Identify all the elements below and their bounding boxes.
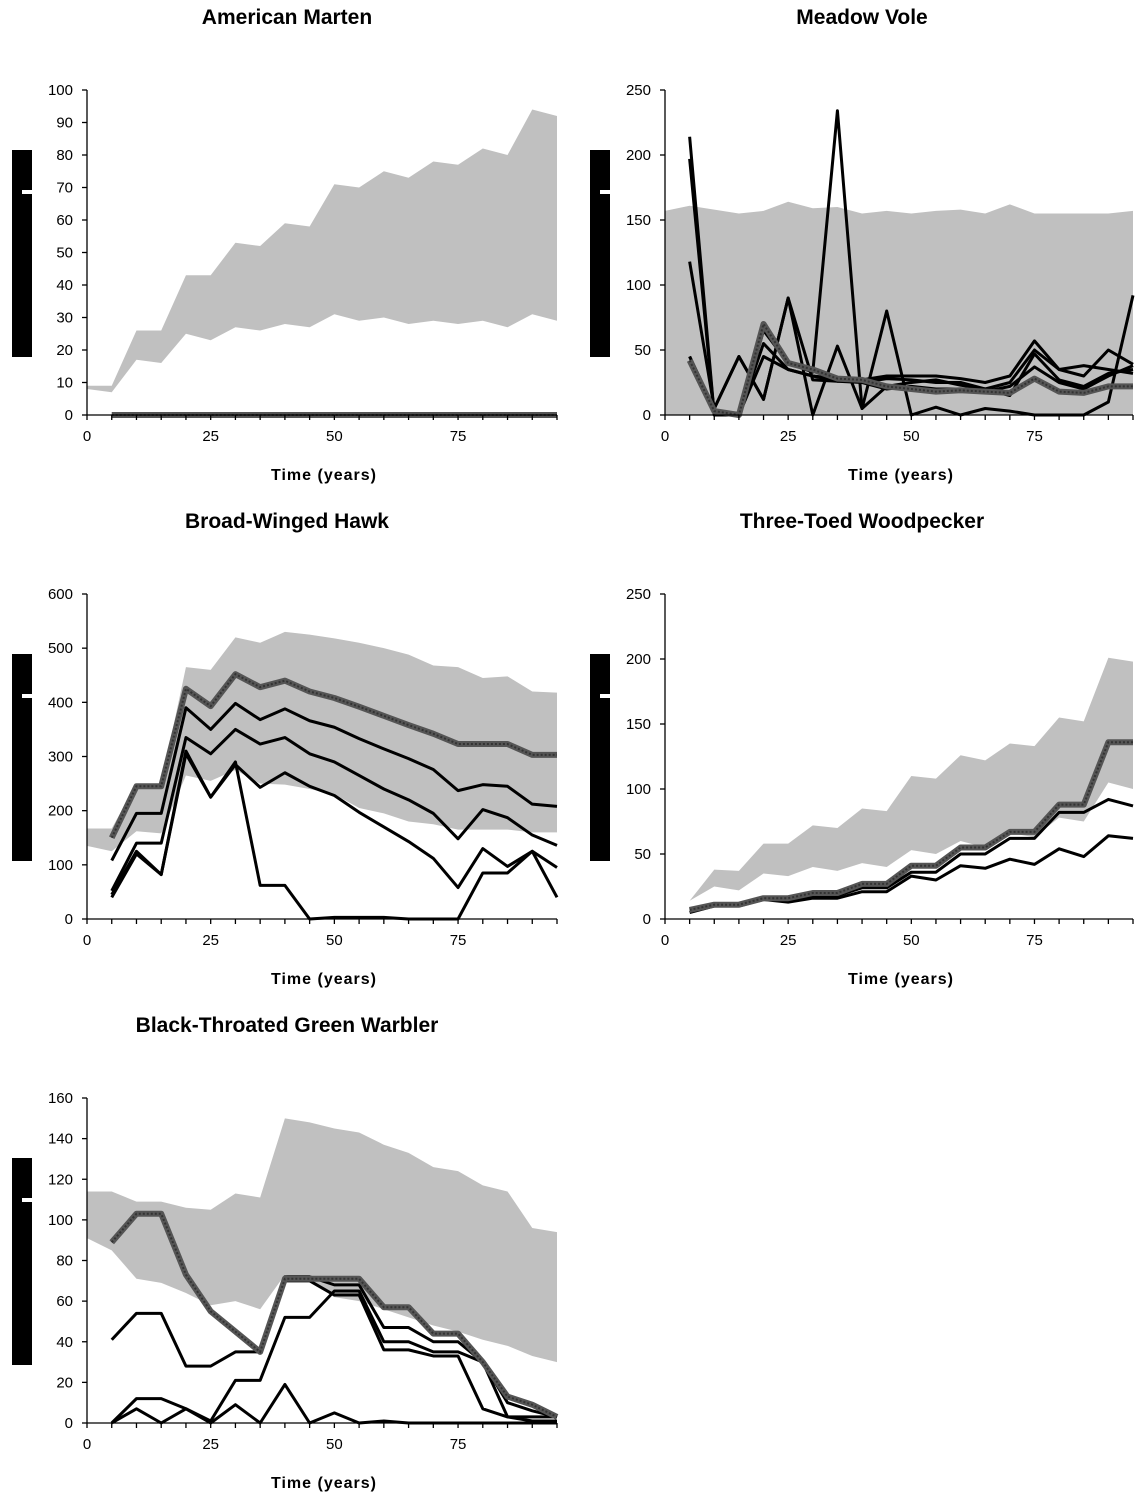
y-tick-label: 40 <box>56 1334 73 1351</box>
y-tick-label: 40 <box>56 277 73 294</box>
y-tick-label: 50 <box>634 342 651 359</box>
x-axis-label: Time (years) <box>271 467 377 484</box>
y-tick-label: 200 <box>626 651 651 668</box>
x-tick-label: 0 <box>83 428 91 445</box>
y-tick-label: 50 <box>56 245 73 262</box>
y-axis-label-bar-mark <box>600 694 610 698</box>
y-tick-label: 60 <box>56 1293 73 1310</box>
y-tick-label: 250 <box>626 586 651 603</box>
y-tick-label: 20 <box>56 1374 73 1391</box>
y-tick-label: 0 <box>643 407 651 424</box>
x-tick-label: 25 <box>202 932 219 949</box>
y-axis-label-bar <box>12 150 32 357</box>
y-tick-label: 100 <box>48 857 73 874</box>
x-tick-label: 75 <box>450 932 467 949</box>
y-tick-label: 0 <box>65 1415 73 1432</box>
y-axis-label-bar-mark <box>600 190 610 194</box>
chart-title: American Marten <box>202 6 372 29</box>
chart-panel-4: Three-Toed Woodpecker 0 50 100 150 200 250 0 25 5… <box>590 510 1134 988</box>
series-line-highlight-core <box>688 321 1133 417</box>
y-tick-label: 50 <box>634 846 651 863</box>
y-tick-label: 70 <box>56 180 73 197</box>
y-tick-label: 150 <box>626 716 651 733</box>
series-line-highlight <box>109 671 557 840</box>
x-tick-label: 0 <box>83 1436 91 1453</box>
y-tick-label: 0 <box>65 407 73 424</box>
range-band <box>87 109 557 393</box>
x-tick-label: 25 <box>780 428 797 445</box>
series-line-highlight-core <box>689 741 1133 911</box>
x-tick-label: 0 <box>83 932 91 949</box>
y-tick-label: 80 <box>56 1253 73 1270</box>
y-tick-label: 160 <box>48 1090 73 1107</box>
y-tick-label: 10 <box>56 375 73 392</box>
y-tick-label: 100 <box>48 1212 73 1229</box>
series-line-2 <box>110 727 558 892</box>
y-tick-label: 140 <box>48 1131 73 1148</box>
y-axis-label-bar <box>590 150 610 357</box>
range-band <box>87 631 557 852</box>
y-tick-label: 100 <box>626 781 651 798</box>
y-tick-label: 500 <box>48 640 73 657</box>
x-tick-label: 75 <box>450 1436 467 1453</box>
chart-panel-2: Meadow Vole 0 50 100 150 200 250 0 25 50 75 Time (y… <box>590 6 1135 484</box>
y-tick-label: 20 <box>56 342 73 359</box>
y-tick-label: 300 <box>48 749 73 766</box>
series-line-4 <box>110 752 559 921</box>
y-axis-label-bar <box>12 654 32 861</box>
x-tick-label: 25 <box>202 428 219 445</box>
chart-panel-1: American Marten 0 10 20 30 40 50 60 70 80 90 100 0 25… <box>12 6 558 484</box>
chart-panel-5: Black-Throated Green Warbler 0 20 40 60 80 100… <box>12 1014 559 1492</box>
series-line-1 <box>110 701 558 862</box>
y-tick-label: 150 <box>626 212 651 229</box>
y-tick-label: 100 <box>626 277 651 294</box>
x-axis-label: Time (years) <box>271 1475 377 1492</box>
x-tick-label: 0 <box>661 428 669 445</box>
x-tick-label: 25 <box>780 932 797 949</box>
series-line-5 <box>688 348 1134 417</box>
y-tick-label: 200 <box>48 803 73 820</box>
series-line-3 <box>110 1382 557 1425</box>
y-tick-label: 600 <box>48 586 73 603</box>
chart-panel-3: Broad-Winged Hawk 0 100 200 300 400 500 600 0 25 5… <box>12 510 559 988</box>
chart-title: Three-Toed Woodpecker <box>740 510 984 533</box>
y-axis-label-bar <box>12 1158 32 1365</box>
x-axis-label: Time (years) <box>848 467 954 484</box>
y-tick-label: 100 <box>48 82 73 99</box>
range-band <box>665 657 1133 901</box>
y-tick-label: 80 <box>56 147 73 164</box>
y-axis-label-bar-mark <box>22 190 32 194</box>
x-tick-label: 75 <box>1026 932 1043 949</box>
series-line-highlight-core <box>110 1212 558 1418</box>
series-line-3 <box>110 749 558 896</box>
range-band <box>87 1118 557 1363</box>
y-tick-label: 250 <box>626 82 651 99</box>
y-tick-label: 0 <box>643 911 651 928</box>
x-tick-label: 0 <box>661 932 669 949</box>
x-tick-label: 75 <box>450 428 467 445</box>
x-tick-label: 50 <box>903 932 920 949</box>
y-tick-label: 400 <box>48 694 73 711</box>
y-tick-label: 120 <box>48 1171 73 1188</box>
chart-title: Black-Throated Green Warbler <box>136 1014 439 1037</box>
chart-title: Meadow Vole <box>796 6 927 29</box>
y-axis-label-bar-mark <box>22 1198 32 1202</box>
chart-title: Broad-Winged Hawk <box>185 510 389 533</box>
x-tick-label: 50 <box>326 1436 343 1453</box>
y-tick-label: 0 <box>65 911 73 928</box>
y-tick-label: 60 <box>56 212 73 229</box>
x-tick-label: 50 <box>903 428 920 445</box>
x-tick-label: 50 <box>326 932 343 949</box>
y-axis-label-bar-mark <box>22 694 32 698</box>
y-tick-label: 30 <box>56 310 73 327</box>
y-tick-label: 90 <box>56 115 73 132</box>
x-tick-label: 25 <box>202 1436 219 1453</box>
x-axis-label: Time (years) <box>848 971 954 988</box>
x-tick-label: 50 <box>326 428 343 445</box>
x-tick-label: 75 <box>1026 428 1043 445</box>
y-tick-label: 200 <box>626 147 651 164</box>
x-axis-label: Time (years) <box>271 971 377 988</box>
y-axis-label-bar <box>590 654 610 861</box>
